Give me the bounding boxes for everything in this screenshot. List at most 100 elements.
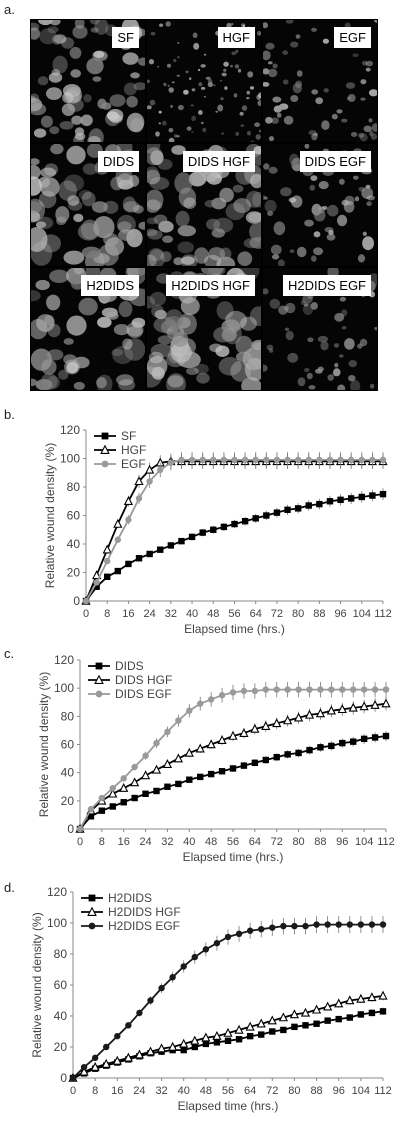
data-point bbox=[131, 794, 138, 802]
data-point bbox=[190, 1035, 200, 1045]
data-point bbox=[131, 763, 138, 771]
data-point bbox=[256, 1018, 266, 1028]
y-tick-label: 40 bbox=[67, 537, 81, 551]
data-point bbox=[337, 496, 344, 504]
micrograph-image bbox=[147, 21, 261, 142]
x-tick-label: 80 bbox=[288, 1085, 300, 1097]
data-point bbox=[379, 456, 387, 464]
x-axis-label: Elapsed time (hrs.) bbox=[178, 1099, 279, 1113]
legend-label: H2DIDS bbox=[108, 891, 152, 905]
chart-panel-b: 0 20 40 60 80 100 120 0 8 16 24 32 40 48 56 64 72 80 88 96 1… bbox=[43, 423, 392, 636]
x-tick-label: 56 bbox=[227, 836, 239, 848]
data-point bbox=[101, 460, 109, 468]
panel-letter-b: b. bbox=[4, 407, 15, 422]
data-point bbox=[335, 1015, 342, 1023]
data-point bbox=[241, 518, 249, 525]
micrograph-label: H2DIDS EGF bbox=[282, 275, 371, 296]
data-point bbox=[262, 756, 269, 764]
micrograph-tile: EGF bbox=[263, 20, 377, 142]
data-point bbox=[346, 1014, 353, 1021]
data-point bbox=[95, 690, 103, 698]
y-tick-label: 60 bbox=[61, 738, 75, 752]
data-point bbox=[311, 1004, 322, 1014]
data-point bbox=[246, 1032, 254, 1040]
y-tick-label: 100 bbox=[54, 681, 74, 695]
x-tick-label: 32 bbox=[155, 1085, 167, 1097]
data-point bbox=[210, 526, 217, 533]
y-tick-label: 100 bbox=[60, 452, 80, 466]
data-point bbox=[167, 542, 175, 549]
data-point bbox=[134, 476, 144, 486]
data-point bbox=[347, 456, 355, 464]
data-point bbox=[284, 686, 291, 693]
x-tick-label: 40 bbox=[183, 836, 195, 848]
x-tick-label: 96 bbox=[336, 836, 348, 848]
data-point bbox=[357, 1011, 365, 1018]
x-tick-label: 8 bbox=[99, 836, 105, 848]
x-tick-label: 24 bbox=[139, 836, 151, 848]
data-point bbox=[167, 459, 175, 466]
data-point bbox=[228, 730, 238, 740]
data-point bbox=[272, 718, 282, 728]
data-point bbox=[87, 806, 95, 813]
data-point bbox=[220, 523, 228, 531]
data-point bbox=[218, 768, 226, 775]
micrograph-label: H2DIDS bbox=[81, 275, 139, 296]
x-axis-label: Elapsed time (hrs.) bbox=[184, 622, 285, 636]
x-tick-label: 8 bbox=[92, 1085, 98, 1097]
data-point bbox=[280, 1026, 287, 1034]
x-tick-label: 112 bbox=[374, 1085, 392, 1097]
data-point bbox=[284, 751, 291, 758]
data-point bbox=[284, 506, 291, 513]
data-point bbox=[153, 787, 160, 795]
data-point bbox=[360, 735, 368, 743]
y-tick-label: 80 bbox=[67, 480, 81, 494]
micrograph-label: SF bbox=[112, 27, 139, 48]
x-tick-label: 112 bbox=[377, 836, 395, 848]
data-point bbox=[104, 557, 111, 565]
panel-letter-a: a. bbox=[4, 2, 15, 17]
data-point bbox=[69, 1074, 77, 1082]
data-point bbox=[88, 894, 96, 902]
data-point bbox=[93, 579, 100, 586]
micrograph-grid: SF HGF EGF DIDS DIDS HGF DIDS EGF H2DIDS H2DIDS… bbox=[30, 19, 378, 391]
data-point bbox=[258, 1031, 265, 1038]
data-point bbox=[251, 687, 259, 695]
data-point bbox=[199, 529, 206, 536]
data-point bbox=[197, 773, 204, 781]
x-tick-label: 104 bbox=[355, 836, 373, 848]
data-point bbox=[258, 926, 265, 933]
data-point bbox=[252, 515, 259, 522]
data-point bbox=[135, 495, 143, 502]
data-point bbox=[295, 749, 302, 757]
data-point bbox=[294, 456, 302, 464]
y-axis-label: Relative wound density (%) bbox=[30, 912, 44, 1057]
data-point bbox=[326, 456, 334, 464]
data-point bbox=[339, 686, 346, 693]
data-point bbox=[289, 1009, 300, 1019]
data-point bbox=[261, 720, 271, 730]
data-point bbox=[212, 1030, 222, 1040]
micrograph-label: HGF bbox=[217, 27, 255, 48]
data-point bbox=[157, 546, 164, 553]
data-point bbox=[368, 1009, 376, 1017]
data-point bbox=[119, 782, 129, 792]
data-point bbox=[125, 516, 132, 523]
data-point bbox=[379, 921, 387, 928]
data-point bbox=[360, 686, 368, 693]
micrograph-label: DIDS EGF bbox=[299, 151, 371, 172]
y-tick-label: 40 bbox=[54, 1009, 68, 1023]
series-line bbox=[85, 460, 383, 602]
data-point bbox=[173, 753, 183, 763]
data-point bbox=[168, 1041, 178, 1051]
x-tick-label: 88 bbox=[310, 1085, 322, 1097]
legend-label: DIDS HGF bbox=[115, 673, 172, 687]
data-point bbox=[240, 762, 248, 769]
data-point bbox=[180, 963, 187, 970]
x-tick-label: 16 bbox=[122, 608, 134, 620]
x-tick-label: 88 bbox=[314, 836, 326, 848]
data-point bbox=[278, 1012, 288, 1022]
data-point bbox=[95, 662, 103, 670]
data-point bbox=[197, 700, 204, 707]
data-point bbox=[109, 803, 116, 810]
